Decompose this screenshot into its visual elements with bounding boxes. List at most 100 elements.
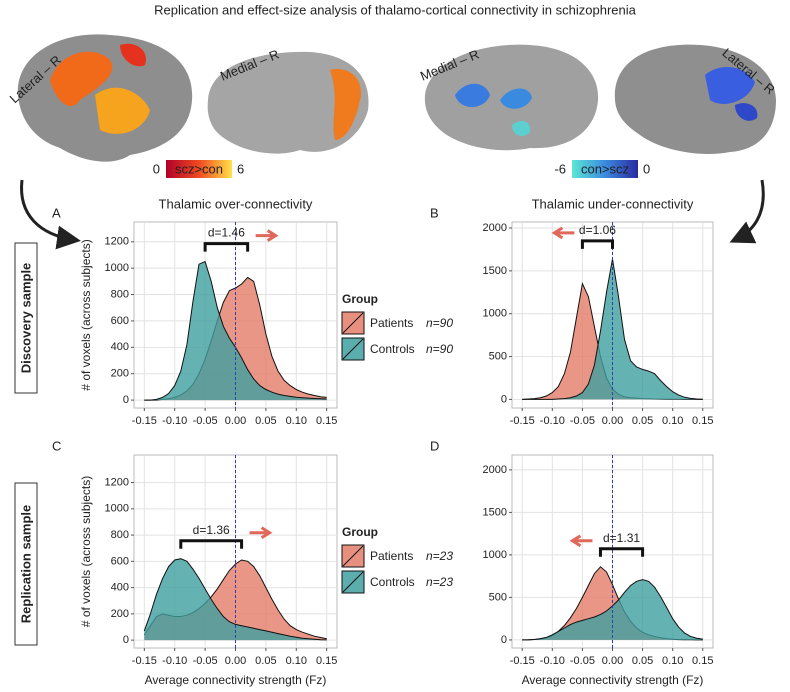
x-tick-label: 0.15	[692, 655, 713, 667]
y-tick-label: 200	[111, 368, 129, 380]
row-label: Discovery sample	[18, 263, 33, 374]
x-tick-label: -0.15	[510, 655, 535, 667]
x-tick-label: 0.05	[255, 655, 276, 667]
x-tick-label: 0.10	[286, 415, 307, 427]
y-tick-label: 1000	[483, 549, 507, 561]
panel-letter: A	[52, 205, 61, 220]
x-tick-label: 0.05	[632, 415, 653, 427]
x-tick-label: -0.05	[193, 655, 218, 667]
y-tick-label: 0	[123, 634, 129, 646]
effect-label: d=1.46	[208, 226, 245, 240]
x-tick-label: -0.05	[193, 415, 218, 427]
colorbar-label: con>scz	[581, 161, 629, 176]
x-tick-label: 0.00	[602, 415, 623, 427]
y-tick-label: 600	[111, 315, 129, 327]
legend-title: Group	[342, 525, 378, 539]
effect-label: d=1.36	[193, 523, 230, 537]
brain-lateral-left	[17, 34, 193, 162]
x-tick-label: -0.10	[540, 655, 565, 667]
colorbar-min: 0	[153, 161, 160, 176]
x-tick-label: -0.15	[132, 655, 157, 667]
curved-arrow	[20, 179, 81, 250]
direction-arrow	[249, 526, 273, 539]
effect-bracket	[598, 547, 645, 557]
y-tick-label: 200	[111, 608, 129, 620]
y-tick-label: 0	[123, 394, 129, 406]
x-axis-title: Average connectivity strength (Fz)	[522, 673, 704, 687]
x-tick-label: -0.05	[570, 415, 595, 427]
legend-label: Controls	[370, 342, 415, 356]
direction-arrow	[569, 534, 593, 548]
y-tick-label: 1500	[483, 265, 507, 277]
x-tick-label: 0.10	[662, 415, 683, 427]
y-tick-label: 800	[111, 288, 129, 300]
y-tick-label: 0	[501, 393, 507, 405]
legend-key-line	[342, 571, 364, 593]
density-fill	[144, 558, 327, 641]
figure-title: Replication and effect-size analysis of …	[154, 2, 636, 17]
y-tick-label: 1000	[483, 308, 507, 320]
x-tick-label: 0.05	[255, 415, 276, 427]
y-tick-label: 1200	[105, 476, 129, 488]
legend-n: n=90	[426, 342, 453, 356]
y-tick-label: 2000	[483, 222, 507, 234]
x-axis-title: Average connectivity strength (Fz)	[145, 673, 327, 687]
x-tick-label: 0.15	[316, 655, 337, 667]
x-tick-label: 0.15	[692, 415, 713, 427]
direction-arrow	[551, 226, 575, 240]
y-tick-label: 600	[111, 555, 129, 567]
x-tick-label: 0.05	[632, 655, 653, 667]
density-fill	[144, 261, 327, 401]
y-tick-label: 1000	[105, 262, 129, 274]
density-fill	[522, 283, 703, 400]
brain-medial-left	[207, 51, 369, 154]
colorbar-label: scz>con	[175, 161, 223, 176]
legend-label: Patients	[370, 316, 413, 330]
effect-label: d=1.06	[579, 223, 616, 237]
x-tick-label: -0.15	[132, 415, 157, 427]
x-tick-label: 0.15	[316, 415, 337, 427]
legend-n: n=23	[426, 575, 453, 589]
y-tick-label: 500	[489, 591, 507, 603]
x-tick-label: 0.10	[662, 655, 683, 667]
y-tick-label: 1200	[105, 236, 129, 248]
legend-n: n=90	[426, 316, 453, 330]
x-tick-label: -0.10	[540, 415, 565, 427]
panel-letter: C	[52, 438, 61, 453]
legend-n: n=23	[426, 549, 453, 563]
x-tick-label: -0.10	[162, 655, 187, 667]
colorbar-min: -6	[554, 161, 566, 176]
chart-title: Thalamic over-connectivity	[159, 196, 313, 211]
legend-label: Controls	[370, 575, 415, 589]
x-tick-label: 0.10	[286, 655, 307, 667]
direction-arrow	[255, 229, 279, 242]
row-label-box	[14, 242, 38, 394]
effect-bracket	[580, 239, 614, 249]
x-tick-label: -0.10	[162, 415, 187, 427]
y-tick-label: 0	[501, 634, 507, 646]
x-tick-label: 0.00	[225, 655, 246, 667]
legend-label: Patients	[370, 549, 413, 563]
y-axis-title: # of voxels (across subjects)	[79, 476, 93, 627]
y-tick-label: 2000	[483, 464, 507, 476]
effect-bracket	[203, 242, 250, 252]
y-tick-label: 1000	[105, 503, 129, 515]
effect-label: d=1.31	[603, 531, 640, 545]
legend-title: Group	[342, 292, 378, 306]
colorbar-max: 0	[643, 161, 650, 176]
chart-title: Thalamic under-connectivity	[532, 196, 694, 211]
legend-key-line	[342, 545, 364, 567]
density-fill	[522, 579, 703, 640]
effect-bracket	[179, 539, 244, 549]
density-fill	[522, 566, 703, 640]
y-axis-title: # of voxels (across subjects)	[79, 239, 93, 390]
brain-lateral-right	[614, 44, 776, 155]
y-tick-label: 400	[111, 582, 129, 594]
legend-key-line	[342, 338, 364, 360]
legend-key-line	[342, 312, 364, 334]
y-tick-label: 800	[111, 529, 129, 541]
x-tick-label: -0.05	[570, 655, 595, 667]
panel-letter: B	[430, 205, 439, 220]
y-tick-label: 1500	[483, 506, 507, 518]
